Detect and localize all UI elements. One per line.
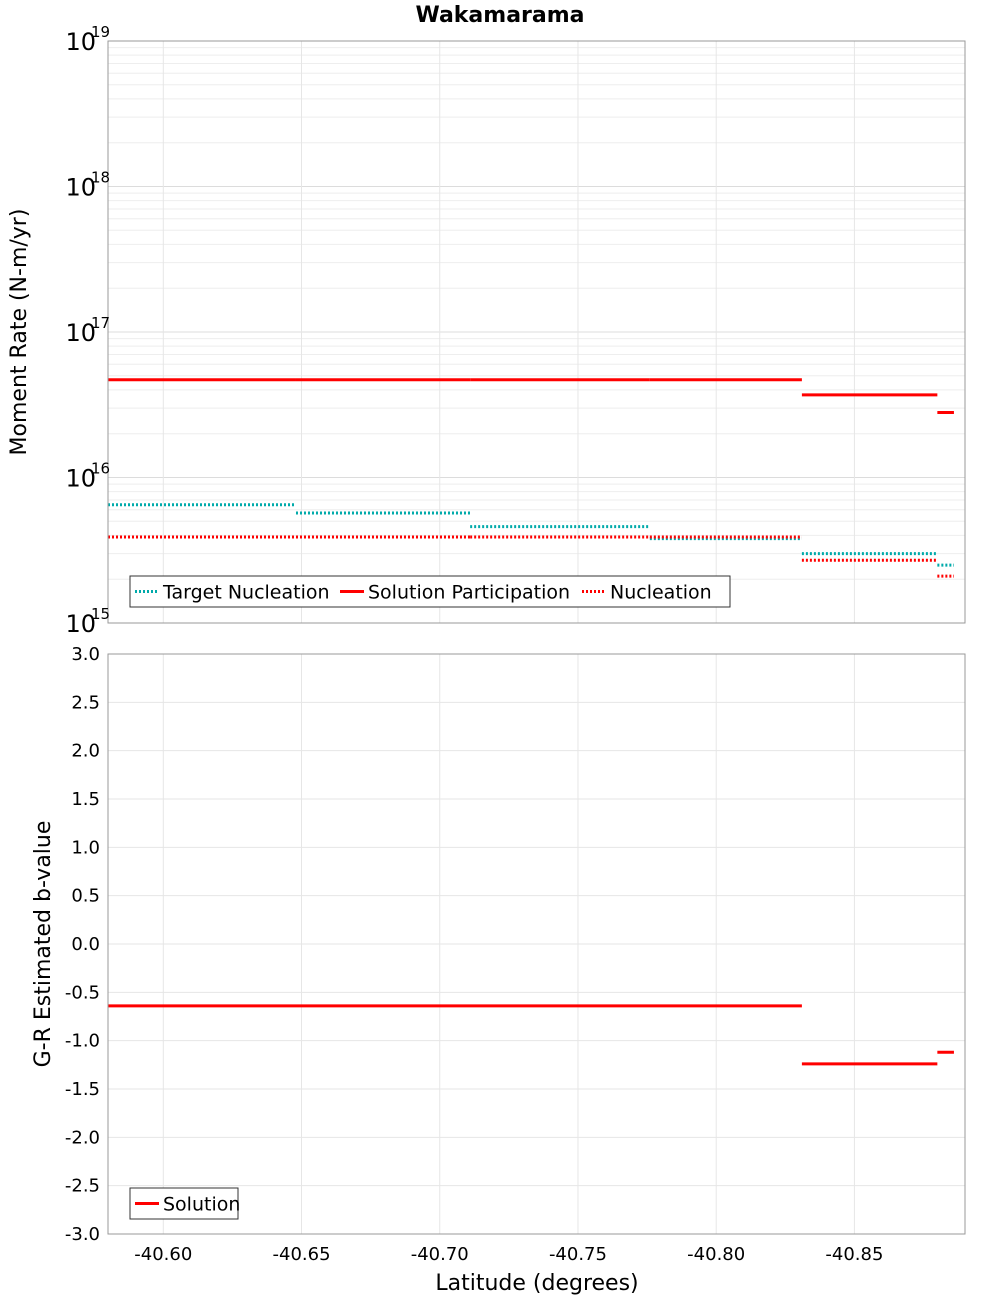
moment-rate-y-tick-base: 10	[65, 174, 96, 202]
latitude-x-axis-label: Latitude (degrees)	[435, 1271, 638, 1296]
latitude-x-tick-label: -40.75	[549, 1244, 607, 1265]
b-value-y-tick-label: -0.5	[65, 982, 100, 1003]
moment-rate-series-0	[108, 503, 954, 567]
b-value-y-tick-label: -2.0	[65, 1127, 100, 1148]
b-value-legend-label: Solution	[163, 1194, 240, 1216]
chart-title: Wakamarama	[415, 3, 584, 28]
b-value-series	[108, 1004, 954, 1066]
b-value-legend: Solution	[129, 1187, 240, 1220]
b-value-y-tick-label: -1.5	[65, 1079, 100, 1100]
b-value-y-axis-label: G-R Estimated b-value	[31, 821, 56, 1068]
b-value-plot-frame	[107, 653, 966, 1235]
b-value-y-tick-label: 2.5	[71, 692, 100, 713]
b-value-panel: -3.0 -2.5 -2.0 -1.5 -1.0 -0.5 0.0 0.5 1.0 1.5 2.0 2…	[31, 644, 966, 1296]
moment-rate-series-2	[108, 535, 954, 578]
b-value-y-tick-label: 0.5	[71, 886, 100, 907]
b-value-y-tick-label: -1.0	[65, 1031, 100, 1052]
latitude-x-tick-label: -40.85	[825, 1244, 883, 1265]
b-value-y-tick-label: 0.0	[71, 934, 100, 955]
b-value-y-ticks: -3.0 -2.5 -2.0 -1.5 -1.0 -0.5 0.0 0.5 1.0 1.5 2.0 2…	[65, 644, 100, 1245]
moment-rate-plot-frame	[107, 40, 966, 624]
moment-rate-legend-box	[129, 575, 731, 608]
moment-rate-series	[108, 378, 954, 578]
moment-rate-legend-entry: Target Nucleation	[135, 582, 330, 604]
moment-rate-y-axis-label: Moment Rate (N-m/yr)	[7, 209, 32, 456]
moment-rate-y-tick-exponent: 19	[91, 23, 110, 41]
b-value-y-tick-label: -3.0	[65, 1224, 100, 1245]
b-value-y-tick-label: -2.5	[65, 1176, 100, 1197]
moment-rate-y-tick-exponent: 17	[91, 314, 110, 332]
b-value-y-tick-label: 1.0	[71, 837, 100, 858]
moment-rate-legend-entry: Nucleation	[582, 582, 712, 604]
latitude-x-tick-label: -40.70	[411, 1244, 469, 1265]
latitude-x-tick-label: -40.60	[134, 1244, 192, 1265]
b-value-series-0	[108, 1004, 954, 1066]
moment-rate-legend: Target Nucleation Solution Participation N…	[129, 575, 731, 608]
moment-rate-y-tick-base: 10	[65, 28, 96, 56]
b-value-y-tick-label: 1.5	[71, 789, 100, 810]
moment-rate-y-tick-base: 10	[65, 610, 96, 638]
moment-rate-y-tick-exponent: 18	[91, 169, 110, 187]
b-value-legend-entry: Solution	[135, 1194, 240, 1216]
moment-rate-series-1	[108, 378, 954, 414]
moment-rate-legend-label: Nucleation	[610, 582, 712, 604]
moment-rate-legend-label: Target Nucleation	[162, 582, 330, 604]
latitude-x-tick-label: -40.80	[687, 1244, 745, 1265]
b-value-y-tick-label: 2.0	[71, 741, 100, 762]
moment-rate-y-tick-base: 10	[65, 465, 96, 493]
moment-rate-y-tick-base: 10	[65, 319, 96, 347]
moment-rate-legend-label: Solution Participation	[368, 582, 570, 604]
moment-rate-y-tick-exponent: 15	[91, 605, 110, 623]
latitude-x-ticks: -40.60 -40.65 -40.70 -40.75 -40.80 -40.85	[134, 1244, 883, 1265]
b-value-y-tick-label: 3.0	[71, 644, 100, 665]
moment-rate-y-tick-exponent: 16	[91, 460, 110, 478]
latitude-x-tick-label: -40.65	[273, 1244, 331, 1265]
moment-rate-grid	[108, 41, 965, 624]
moment-rate-legend-entry: Solution Participation	[340, 582, 570, 604]
